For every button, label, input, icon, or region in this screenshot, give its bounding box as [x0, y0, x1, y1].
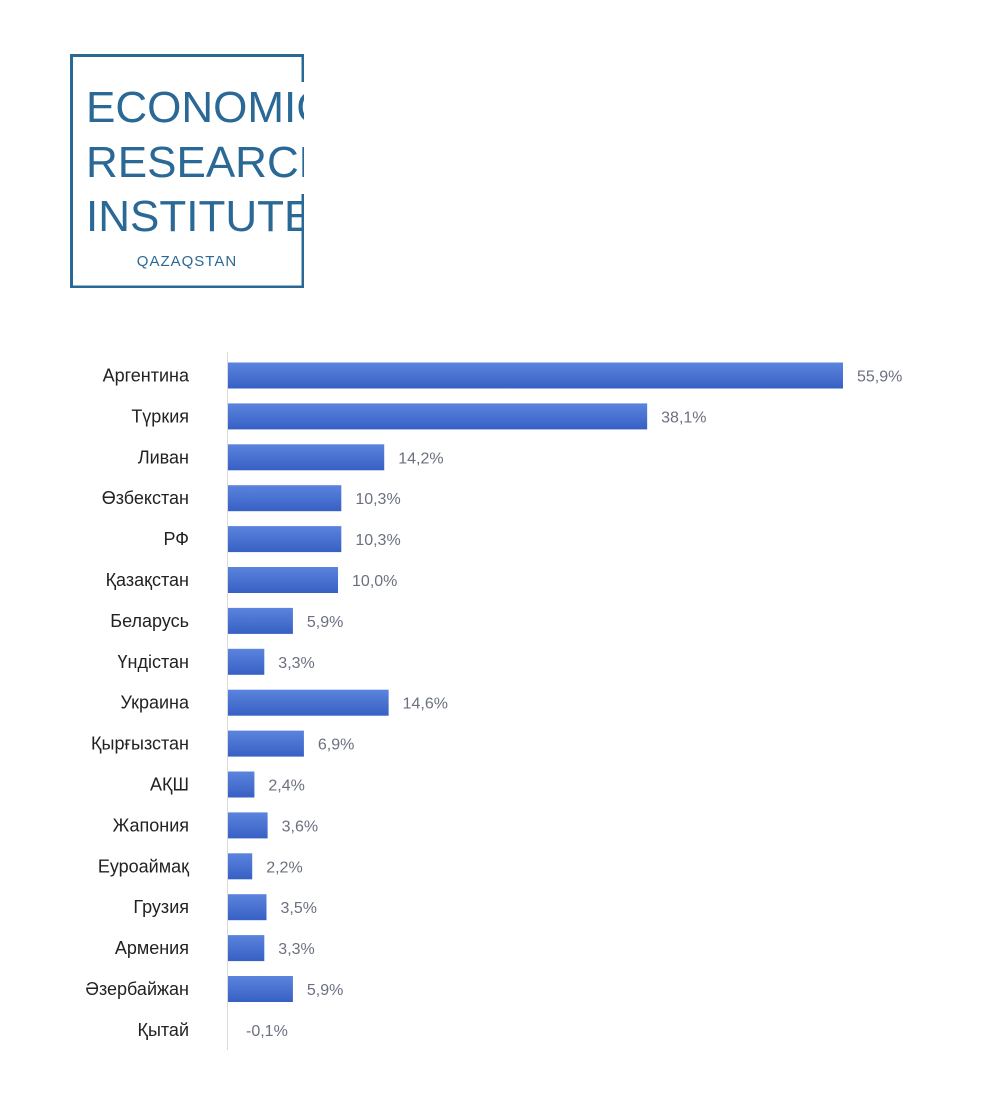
bar-9: [228, 730, 304, 757]
value-label-12: 2,2%: [266, 859, 302, 876]
logo-line-economic: ECONOMIC: [86, 83, 304, 132]
value-label-10: 2,4%: [268, 778, 304, 795]
category-label-12: Еуроаймақ: [98, 856, 189, 876]
bar-0: [228, 362, 843, 389]
value-label-14: 3,3%: [278, 941, 314, 958]
value-label-8: 14,6%: [403, 696, 448, 713]
value-label-6: 5,9%: [307, 614, 343, 631]
bar-12: [228, 853, 253, 880]
bar-14: [228, 935, 265, 962]
bar-11: [228, 812, 268, 839]
value-label-2: 14,2%: [398, 450, 443, 467]
category-label-0: Аргентина: [103, 366, 190, 386]
bar-6: [228, 607, 293, 634]
category-label-1: Түркия: [131, 406, 189, 426]
bar-1: [228, 403, 648, 430]
institute-logo: ECONOMIC RESEARCH INSTITUTE QAZAQSTAN: [70, 54, 304, 288]
value-label-7: 3,3%: [278, 655, 314, 672]
bar-8: [228, 689, 389, 716]
value-label-16: -0,1%: [246, 1023, 288, 1040]
logo-line-institute: INSTITUTE: [86, 192, 304, 241]
bar-15: [228, 976, 293, 1002]
bar-3: [228, 485, 342, 512]
category-labels: Аргентина Түркия Ливан Өзбекстан РФ Қазақстан…: [85, 366, 190, 1040]
category-label-5: Қазақстан: [106, 570, 189, 590]
category-label-10: АҚШ: [150, 775, 189, 795]
bar-7: [228, 648, 265, 675]
value-labels: 55,9% 38,1% 14,2% 10,3% 10,3% 10,0% 5,9% 3,3% 14…: [246, 369, 902, 1040]
category-label-2: Ливан: [138, 447, 189, 467]
bar-4: [228, 526, 342, 553]
bar-2: [228, 444, 385, 471]
value-label-3: 10,3%: [355, 491, 400, 508]
category-label-16: Қытай: [137, 1020, 189, 1040]
logo-line-research: RESEARCH: [86, 138, 304, 187]
category-label-4: РФ: [164, 529, 190, 549]
value-label-11: 3,6%: [282, 818, 318, 835]
category-label-14: Армения: [115, 938, 189, 958]
category-label-13: Грузия: [133, 897, 189, 917]
category-label-8: Украина: [120, 693, 190, 713]
value-label-4: 10,3%: [355, 532, 400, 549]
logo-mark: ECONOMIC RESEARCH INSTITUTE QAZAQSTAN: [70, 54, 304, 288]
category-label-11: Жапония: [113, 815, 189, 835]
bar-10: [228, 771, 255, 798]
logo-subtitle: QAZAQSTAN: [137, 253, 237, 270]
bar-5: [228, 567, 339, 593]
value-label-13: 3,5%: [281, 900, 317, 917]
value-label-15: 5,9%: [307, 982, 343, 999]
value-label-1: 38,1%: [661, 409, 706, 426]
value-label-5: 10,0%: [352, 573, 397, 590]
category-label-9: Қырғызстан: [91, 734, 189, 754]
category-label-3: Өзбекстан: [102, 488, 189, 508]
logo-frame: [70, 54, 304, 288]
category-label-6: Беларусь: [110, 611, 189, 631]
value-label-9: 6,9%: [318, 737, 354, 754]
bars-layer: [228, 362, 843, 1002]
bar-13: [228, 894, 267, 921]
category-label-7: Үндістан: [118, 652, 189, 672]
value-label-0: 55,9%: [857, 369, 902, 386]
category-label-15: Әзербайжан: [85, 979, 189, 999]
